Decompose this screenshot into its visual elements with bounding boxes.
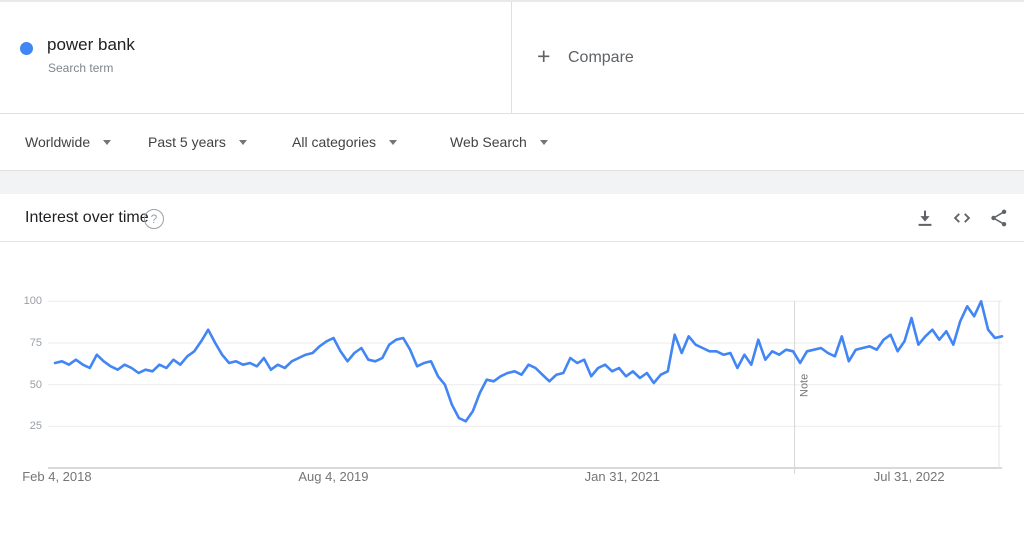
compare-add-button[interactable]: + Compare xyxy=(512,2,1024,113)
chevron-down-icon xyxy=(539,139,548,145)
trend-chart[interactable]: Note 100 75 50 25 Feb 4, 2018 Aug 4, 2019 Jan … xyxy=(0,242,1024,544)
filter-region-label: Worldwide xyxy=(25,134,91,150)
search-term-title: power bank xyxy=(47,35,135,54)
share-icon[interactable] xyxy=(988,207,1010,229)
x-axis-label: Aug 4, 2019 xyxy=(298,469,369,484)
y-axis-label: 100 xyxy=(23,295,42,308)
chevron-down-icon xyxy=(103,139,112,145)
embed-code-icon[interactable] xyxy=(951,207,973,229)
interest-over-time-card: Interest over time ? Note 100 75 50 25 Feb 4… xyxy=(0,194,1024,544)
search-term-subtitle: Search term xyxy=(48,61,114,75)
filter-time-range-label: Past 5 years xyxy=(148,134,226,150)
plus-icon: + xyxy=(537,43,551,69)
trend-series-line[interactable] xyxy=(53,300,1004,423)
filter-bar: Worldwide Past 5 years All categories We… xyxy=(0,114,1024,171)
chevron-down-icon xyxy=(389,139,398,145)
download-icon[interactable] xyxy=(914,207,936,229)
help-icon[interactable]: ? xyxy=(144,209,164,229)
x-axis-label: Jul 31, 2022 xyxy=(873,469,945,484)
x-axis-label: Jan 31, 2021 xyxy=(584,469,660,484)
filter-category-label: All categories xyxy=(292,134,377,150)
chart-card-header: Interest over time ? xyxy=(0,194,1024,242)
filter-search-type-label: Web Search xyxy=(450,134,527,150)
trend-line-chart[interactable]: Note xyxy=(0,287,1024,487)
page-background-band xyxy=(0,171,1024,194)
filter-search-type-dropdown[interactable]: Web Search xyxy=(450,114,548,170)
filter-time-range-dropdown[interactable]: Past 5 years xyxy=(148,114,247,170)
compare-label: Compare xyxy=(568,49,634,66)
header-divider xyxy=(511,2,512,113)
note-marker-label[interactable]: Note xyxy=(799,374,811,397)
chart-actions xyxy=(914,207,1010,229)
chart-card-title: Interest over time xyxy=(25,209,149,226)
filter-region-dropdown[interactable]: Worldwide xyxy=(25,114,112,170)
y-axis-label: 50 xyxy=(29,378,42,391)
series-color-dot-icon xyxy=(20,42,33,55)
filter-category-dropdown[interactable]: All categories xyxy=(292,114,398,170)
x-axis-label: Feb 4, 2018 xyxy=(22,469,92,484)
explore-header: power bank Search term + Compare xyxy=(0,2,1024,114)
chevron-down-icon xyxy=(238,139,247,145)
y-axis-label: 75 xyxy=(29,336,42,349)
y-axis-label: 25 xyxy=(29,420,42,433)
